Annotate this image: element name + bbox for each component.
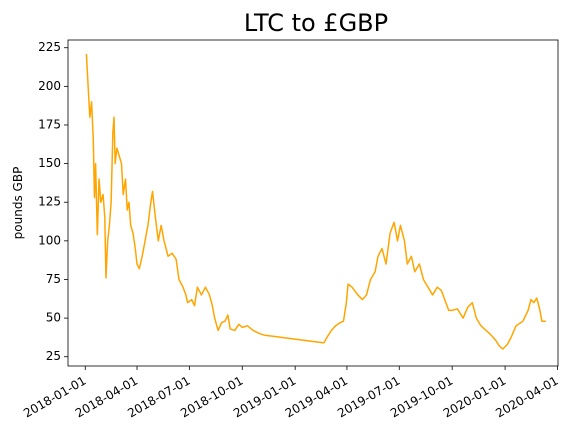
y-tick-label: 75 <box>46 272 61 286</box>
y-tick-label: 125 <box>38 195 61 209</box>
chart-title: LTC to £GBP <box>244 9 388 37</box>
plot-frame <box>67 39 559 367</box>
y-tick-label: 25 <box>46 349 61 363</box>
y-tick-label: 100 <box>38 233 61 247</box>
y-tick-label: 225 <box>38 40 61 54</box>
y-tick-label: 200 <box>38 79 61 93</box>
y-axis-label: pounds GBP <box>11 167 25 240</box>
y-tick-label: 175 <box>38 117 61 131</box>
y-tick-label: 150 <box>38 156 61 170</box>
data-line <box>85 53 546 350</box>
y-tick-label: 50 <box>46 311 61 325</box>
